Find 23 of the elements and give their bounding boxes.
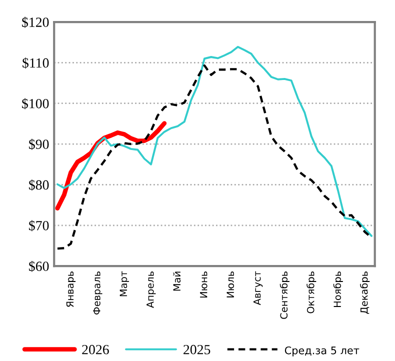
- y-tick-label: $60: [29, 260, 49, 272]
- y-tick-label: $80: [29, 179, 49, 191]
- y-tick-label: $70: [29, 220, 49, 232]
- x-tick-label: Апрель: [146, 271, 156, 308]
- line-series: [56, 46, 372, 237]
- x-tick-label: Февраль: [93, 271, 102, 314]
- x-tick-label: Июнь: [200, 271, 208, 298]
- x-tick-label: Январь: [66, 271, 76, 307]
- x-tick-label: Июль: [226, 271, 234, 298]
- x-tick-label: Май: [173, 272, 181, 291]
- legend-label: 2025: [184, 344, 210, 354]
- x-tick-label: Декабрь: [360, 271, 370, 314]
- y-tick-label: $120: [22, 16, 49, 28]
- y-tick-label: $90: [29, 138, 49, 150]
- y-tick-label: $110: [22, 57, 49, 69]
- legend-label: 2026: [82, 344, 109, 354]
- x-tick-label: Ноябрь: [333, 271, 343, 307]
- x-tick-label: Сентябрь: [280, 271, 290, 319]
- x-tick-label: Август: [254, 271, 263, 306]
- legend-label: Сред.за 5 лет: [284, 346, 360, 356]
- y-tick-label: $100: [22, 98, 49, 110]
- x-tick-label: Октябрь: [306, 271, 316, 314]
- x-tick-label: Март: [120, 271, 129, 296]
